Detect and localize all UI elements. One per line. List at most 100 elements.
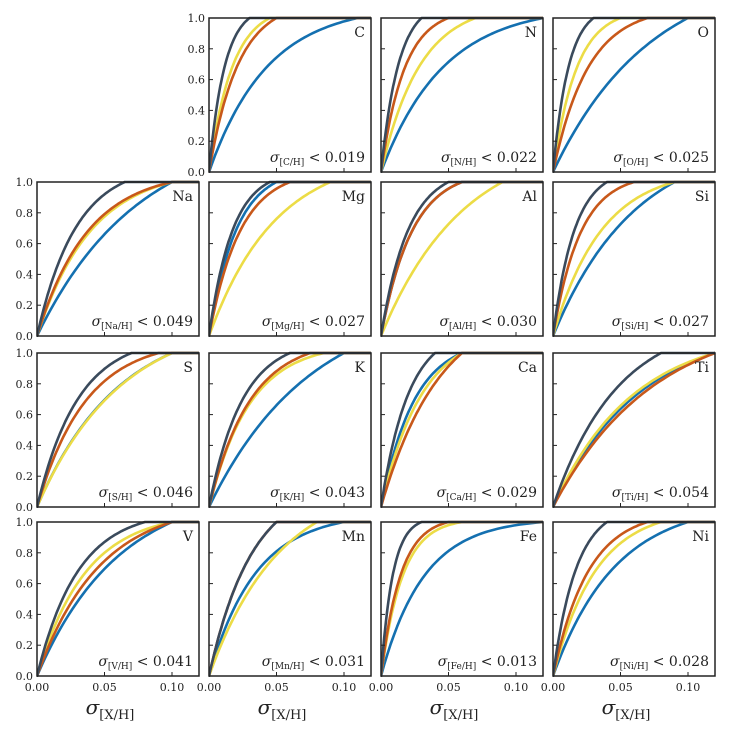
- cdf-curve-ti-3: [553, 351, 715, 508]
- cdf-curve-si-3: [553, 180, 715, 337]
- cdf-curve-mn-2: [209, 520, 371, 677]
- panel-element-label: N: [525, 25, 537, 41]
- cdf-curve-mn-1: [209, 520, 371, 677]
- cdf-curve-fe-2: [381, 520, 543, 677]
- cdf-curve-mg-0: [209, 180, 371, 337]
- cdf-curve-o-1: [553, 16, 715, 173]
- y-tick-label: 0.6: [16, 578, 34, 591]
- panel-o: Oσ[O/H] < 0.025: [552, 16, 716, 173]
- panel-ca: Ca σ[Ca/H] < 0.029: [380, 351, 544, 508]
- panel-threshold-label: σ[Mn/H] < 0.031: [262, 654, 365, 672]
- panel-frame: [380, 352, 544, 508]
- panel-s: 0.0 0.2 0.4 0.6 0.8 1.0 Sσ[S/H] < 0.046: [16, 347, 200, 514]
- cdf-curve-mg-3: [209, 180, 371, 337]
- cdf-curve-ni-3: [553, 520, 715, 677]
- y-tick-label: 0.4: [188, 104, 206, 117]
- panel-n: Nσ[N/H] < 0.022: [380, 16, 544, 173]
- y-tick-label: 0.0: [188, 166, 206, 179]
- panel-frame: [36, 352, 200, 508]
- cdf-curve-n-1: [381, 16, 543, 173]
- panel-element-label: Si: [695, 189, 710, 205]
- panel-threshold-label: σ[C/H] < 0.019: [270, 150, 365, 168]
- panel-frame: [552, 521, 716, 677]
- cdf-curve-fe-1: [381, 520, 543, 677]
- y-tick-label: 0.8: [188, 43, 206, 56]
- x-axis-label: σ[X/H]: [602, 695, 651, 723]
- cdf-curve-o-2: [553, 16, 715, 173]
- y-tick-label: 1.0: [188, 12, 206, 25]
- cdf-curve-mn-0: [209, 520, 371, 677]
- cdf-curve-s-2: [37, 351, 199, 508]
- y-tick-label: 0.0: [16, 330, 34, 343]
- x-tick-label: 0.10: [332, 681, 357, 694]
- y-tick-label: 0.8: [16, 207, 34, 220]
- cdf-curve-n-2: [381, 16, 543, 173]
- panel-frame: [208, 181, 372, 337]
- panel-mn: 0.00 0.05 0.10 Mn σ[Mn/H] < 0.031 σ[X/H]: [197, 520, 372, 723]
- cdf-curve-mg-1: [209, 180, 371, 337]
- cdf-curve-ca-3: [381, 351, 543, 508]
- x-tick-label: 0.05: [92, 681, 117, 694]
- panel-ni: 0.00 0.05 0.10 Ni σ[Ni/H] < 0.028 σ[X/H]: [541, 520, 716, 723]
- cdf-curve-o-0: [553, 16, 715, 173]
- y-tick-label: 0.8: [16, 547, 34, 560]
- panel-frame: [36, 521, 200, 677]
- x-tick-label: 0.05: [264, 681, 289, 694]
- x-axis-label: σ[X/H]: [430, 695, 479, 723]
- y-tick-label: 0.2: [16, 639, 34, 652]
- panel-frame: [380, 521, 544, 677]
- cdf-curve-ni-0: [553, 520, 715, 677]
- panel-fe: 0.00 0.05 0.10 Fe σ[Fe/H] < 0.013 σ[X/H]: [369, 520, 544, 723]
- panel-threshold-label: σ[N/H] < 0.022: [441, 150, 537, 168]
- cdf-curve-ca-0: [381, 351, 543, 508]
- x-axis-label: σ[X/H]: [258, 695, 307, 723]
- panel-threshold-label: σ[Al/H] < 0.030: [439, 314, 537, 332]
- x-tick-label: 0.00: [541, 681, 566, 694]
- panel-c: 0.0 0.2 0.4 0.6 0.8 1.0 Cσ[C/H] < 0.019: [188, 12, 372, 179]
- y-tick-label: 0.4: [16, 608, 34, 621]
- cdf-curve-k-3: [209, 351, 371, 508]
- panel-element-label: Mn: [342, 529, 365, 545]
- cdf-curve-k-0: [209, 351, 371, 508]
- panel-threshold-label: σ[Si/H] < 0.027: [612, 314, 709, 332]
- panel-frame: [380, 17, 544, 173]
- cdf-curve-v-1: [37, 520, 199, 677]
- y-tick-label: 0.6: [16, 409, 34, 422]
- panel-k: Kσ[K/H] < 0.043: [208, 351, 372, 508]
- cdf-curve-c-0: [209, 16, 371, 173]
- x-tick-label: 0.05: [436, 681, 461, 694]
- panel-frame: [552, 181, 716, 337]
- x-tick-label: 0.00: [25, 681, 50, 694]
- panel-element-label: Ni: [692, 529, 709, 545]
- panel-frame: [208, 521, 372, 677]
- cdf-curve-al-2: [381, 180, 543, 337]
- panel-frame: [552, 352, 716, 508]
- panel-threshold-label: σ[O/H] < 0.025: [613, 150, 709, 168]
- cdf-curve-na-3: [37, 180, 199, 337]
- y-tick-label: 1.0: [16, 347, 34, 360]
- cdf-curve-ca-2: [381, 351, 543, 508]
- y-tick-label: 1.0: [16, 176, 34, 189]
- cdf-curve-c-3: [209, 16, 371, 173]
- panel-frame: [208, 352, 372, 508]
- panel-element-label: Na: [172, 189, 193, 205]
- y-tick-label: 0.6: [188, 74, 206, 87]
- y-tick-label: 0.0: [16, 501, 34, 514]
- panel-threshold-label: σ[Mg/H] < 0.027: [262, 314, 365, 332]
- x-tick-label: 0.05: [608, 681, 633, 694]
- y-tick-label: 0.8: [16, 378, 34, 391]
- cdf-curve-na-0: [37, 180, 199, 337]
- cdf-curve-ca-1: [381, 351, 543, 508]
- y-tick-label: 0.4: [16, 268, 34, 281]
- panel-mg: Mg σ[Mg/H] < 0.027: [208, 180, 372, 337]
- y-tick-label: 0.4: [16, 439, 34, 452]
- panel-frame: [380, 181, 544, 337]
- x-tick-label: 0.00: [197, 681, 222, 694]
- panel-threshold-label: σ[Ca/H] < 0.029: [437, 485, 537, 503]
- x-tick-label: 0.10: [160, 681, 185, 694]
- panel-threshold-label: σ[Fe/H] < 0.013: [438, 654, 537, 672]
- cdf-curve-al-0: [381, 180, 543, 337]
- cdf-curve-ni-1: [553, 520, 715, 677]
- cdf-curve-k-1: [209, 351, 371, 508]
- cdf-curve-c-1: [209, 16, 371, 173]
